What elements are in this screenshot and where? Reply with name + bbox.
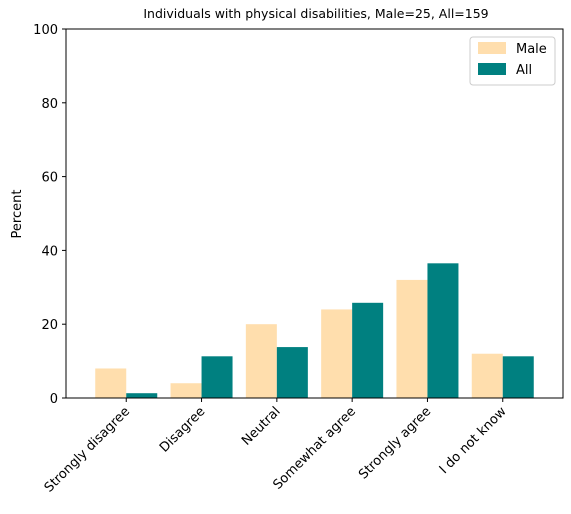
chart-title: Individuals with physical disabilities, … bbox=[143, 6, 488, 21]
x-tick-label: Strongly disagree bbox=[42, 404, 133, 495]
legend: Male All bbox=[469, 36, 556, 86]
bar-male-5 bbox=[396, 279, 428, 398]
bar-male-2 bbox=[170, 383, 202, 398]
plot-area: 0 20 40 60 80 100 Strongly disagree Disagree Neu… bbox=[33, 23, 564, 496]
y-tick-label: 0 bbox=[50, 392, 58, 407]
bar-all-2 bbox=[201, 356, 233, 398]
x-tick-label: Strongly agree bbox=[356, 404, 434, 482]
legend-label-male: Male bbox=[516, 42, 547, 57]
bar-all-3 bbox=[276, 347, 308, 398]
bar-male-4 bbox=[321, 309, 353, 398]
x-tick-label: Disagree bbox=[157, 404, 208, 455]
x-tick-label: Somewhat agree bbox=[270, 404, 359, 493]
y-tick-label: 60 bbox=[41, 171, 58, 186]
bar-all-5 bbox=[427, 263, 459, 398]
bar-all-4 bbox=[352, 302, 384, 398]
legend-swatch-all bbox=[478, 63, 506, 75]
y-tick-label: 80 bbox=[41, 97, 58, 112]
x-tick-label: I do not know bbox=[437, 404, 510, 477]
bar-male-1 bbox=[95, 368, 127, 398]
bar-male-3 bbox=[245, 324, 277, 398]
y-tick-label: 40 bbox=[41, 244, 58, 259]
y-tick-label: 100 bbox=[33, 23, 58, 38]
bar-male-6 bbox=[471, 353, 503, 398]
bar-all-1 bbox=[126, 393, 158, 398]
plot-frame bbox=[65, 28, 564, 399]
bar-all-6 bbox=[502, 356, 534, 398]
y-axis-label: Percent bbox=[10, 190, 25, 239]
y-tick-label: 20 bbox=[41, 318, 58, 333]
x-tick-label: Neutral bbox=[239, 404, 284, 449]
legend-label-all: All bbox=[516, 63, 532, 78]
legend-swatch-male bbox=[478, 42, 506, 54]
